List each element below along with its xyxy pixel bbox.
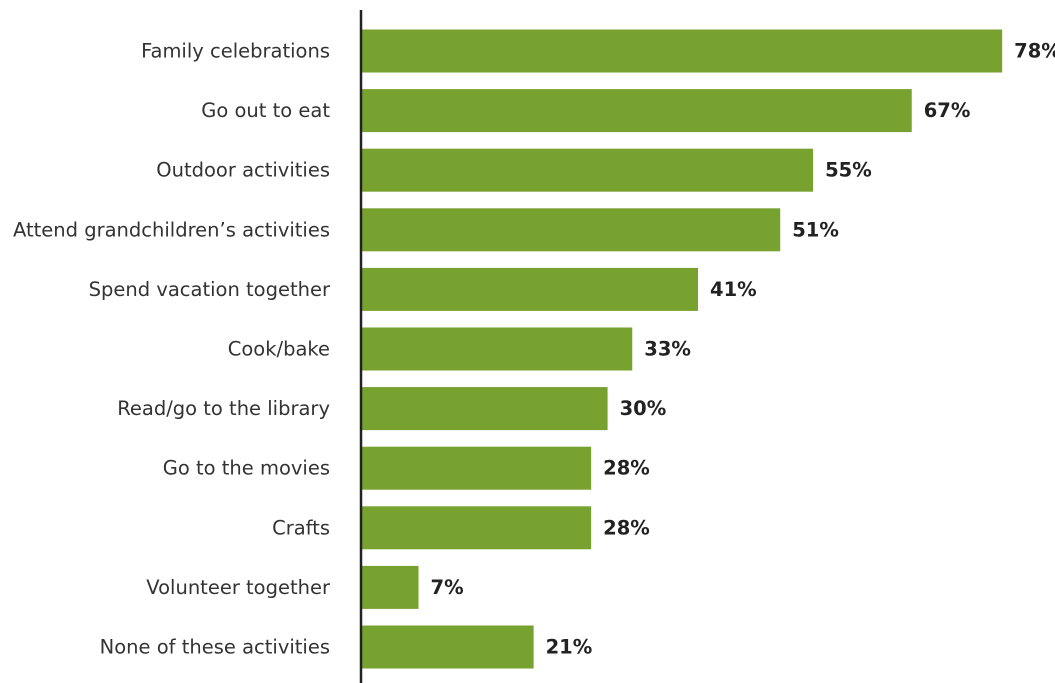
category-label-5: Cook/bake [228, 338, 330, 361]
bar-6 [361, 387, 608, 431]
bar-10 [361, 625, 534, 669]
value-label-8: 28% [603, 516, 650, 539]
value-labels: 78% 67% 55% 51% 41% 33% 30% 28% 28% 7% 21% [431, 40, 1055, 659]
category-label-6: Read/go to the library [117, 397, 330, 420]
category-label-7: Go to the movies [163, 457, 330, 480]
bar-2 [361, 148, 814, 192]
value-label-10: 21% [546, 636, 593, 659]
bar-0 [361, 29, 1003, 73]
bar-3 [361, 208, 781, 252]
value-label-0: 78% [1014, 40, 1055, 63]
value-label-4: 41% [710, 278, 757, 301]
value-label-7: 28% [603, 457, 650, 480]
category-label-1: Go out to eat [201, 99, 330, 122]
value-label-1: 67% [924, 99, 971, 122]
category-label-4: Spend vacation together [89, 278, 331, 301]
category-label-8: Crafts [272, 516, 330, 539]
value-label-9: 7% [431, 576, 464, 599]
bar-1 [361, 89, 912, 133]
bar-9 [361, 565, 419, 609]
category-label-10: None of these activities [100, 636, 330, 659]
bars [361, 29, 1003, 669]
value-label-3: 51% [792, 218, 839, 241]
value-label-6: 30% [620, 397, 667, 420]
category-label-0: Family celebrations [141, 40, 330, 63]
category-label-2: Outdoor activities [156, 159, 330, 182]
bar-7 [361, 446, 592, 490]
bar-5 [361, 327, 633, 371]
value-label-2: 55% [825, 159, 872, 182]
value-label-5: 33% [644, 338, 691, 361]
bar-8 [361, 506, 592, 550]
category-label-3: Attend grandchildren’s activities [13, 218, 330, 241]
bar-4 [361, 267, 699, 311]
category-labels: Family celebrations Go out to eat Outdoor … [13, 40, 331, 659]
category-label-9: Volunteer together [146, 576, 331, 599]
